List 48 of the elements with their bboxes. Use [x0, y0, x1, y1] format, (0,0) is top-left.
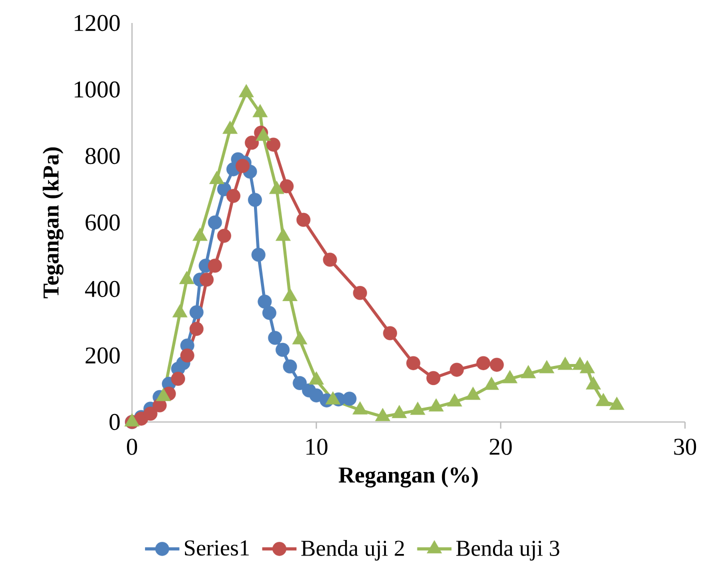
point [248, 192, 262, 207]
point [190, 322, 204, 336]
point [251, 248, 266, 262]
legend-label: Benda uji 2 [301, 540, 404, 561]
point [276, 342, 290, 357]
point [200, 272, 214, 287]
y-tick-label: 600 [86, 214, 120, 231]
x-tick-label: 30 [674, 438, 696, 455]
point [476, 356, 490, 370]
point [226, 188, 240, 203]
legend-label: Benda uji 3 [456, 540, 560, 561]
point [244, 136, 259, 150]
point [268, 330, 282, 345]
point [490, 358, 504, 372]
point [296, 212, 310, 227]
point [426, 371, 440, 386]
point [262, 306, 276, 320]
point [282, 359, 297, 374]
point [353, 286, 368, 300]
y-tick-label: 400 [85, 280, 120, 298]
point [143, 406, 158, 421]
point [190, 305, 204, 320]
point [180, 348, 194, 363]
legend-label: Series1 [184, 540, 249, 556]
point [236, 158, 250, 173]
x-tick-label: 10 [306, 438, 328, 455]
point [406, 356, 420, 370]
y-axis-title: Tegangan (kPa) [42, 147, 64, 298]
point [322, 252, 337, 267]
point [258, 294, 272, 309]
point [208, 215, 222, 230]
point [208, 258, 222, 273]
point [266, 138, 280, 152]
point [450, 362, 464, 377]
point [280, 179, 294, 194]
x-tick-label: 20 [490, 438, 512, 455]
y-tick-label: 1000 [74, 81, 120, 98]
point [171, 372, 186, 386]
x-axis-title: Regangan (%) [338, 466, 478, 488]
y-tick-label: 0 [110, 414, 120, 430]
point [217, 228, 232, 243]
y-tick-label: 1200 [74, 14, 120, 32]
point [292, 376, 307, 390]
y-tick-label: 800 [86, 148, 120, 164]
y-tick-label: 200 [86, 347, 120, 364]
x-tick-label: 0 [126, 438, 138, 455]
point [383, 326, 398, 340]
point [342, 392, 357, 406]
